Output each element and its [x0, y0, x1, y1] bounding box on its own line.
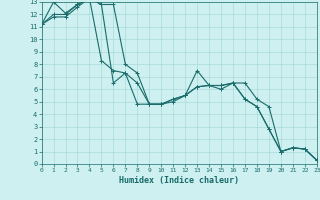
X-axis label: Humidex (Indice chaleur): Humidex (Indice chaleur) [119, 176, 239, 185]
